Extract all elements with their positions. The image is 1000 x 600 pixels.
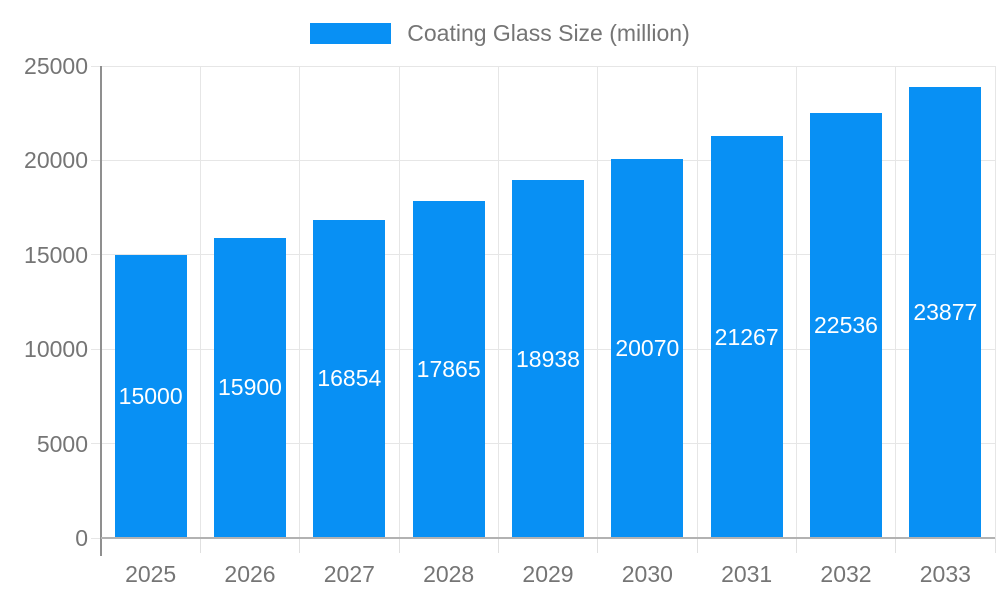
horizontal-gridline (101, 159, 995, 161)
x-axis-tick (994, 538, 996, 553)
bar-value-label: 21267 (714, 323, 779, 350)
legend[interactable]: Coating Glass Size (million) (0, 20, 1000, 47)
bar-value-label: 15000 (118, 382, 183, 409)
x-axis-tick-label: 2030 (621, 561, 673, 587)
bar-value-label: 16854 (317, 365, 382, 392)
x-axis-tick-label: 2032 (820, 561, 872, 587)
x-axis-tick (398, 538, 400, 553)
x-axis-tick (299, 538, 301, 553)
legend-swatch (310, 23, 392, 44)
bar[interactable]: 23877 (909, 87, 982, 538)
x-axis-tick (199, 538, 201, 553)
vertical-gridline (199, 66, 201, 538)
vertical-gridline (994, 66, 996, 538)
y-axis-tick (91, 65, 101, 67)
vertical-gridline (795, 66, 797, 538)
x-axis-tick-label: 2027 (323, 561, 375, 587)
bar-value-label: 18938 (516, 345, 580, 372)
x-axis-tick (696, 538, 698, 553)
vertical-gridline (398, 66, 400, 538)
y-axis-tick (91, 254, 101, 256)
bar-value-label: 15900 (218, 374, 282, 401)
bar[interactable]: 21267 (710, 136, 783, 538)
y-axis-tick (91, 159, 101, 161)
x-axis-tick-label: 2028 (423, 561, 475, 587)
plot-area: 15000 15900 16854 17865 18938 20070 21267 22536… (101, 65, 996, 538)
horizontal-gridline (101, 65, 995, 67)
x-axis-tick-label: 2026 (224, 561, 276, 587)
bar-value-label: 20070 (615, 335, 680, 362)
x-axis-tick (795, 538, 797, 553)
y-axis-tick-label: 15000 (24, 241, 88, 268)
y-axis-tick-label: 10000 (24, 336, 88, 363)
bar-value-label: 17865 (416, 355, 481, 382)
x-axis-line (101, 537, 995, 539)
y-axis-tick-label: 5000 (36, 430, 88, 457)
bar[interactable]: 17865 (412, 200, 485, 538)
vertical-gridline (497, 66, 499, 538)
y-axis-tick-label: 0 (75, 525, 88, 551)
bar[interactable]: 22536 (810, 112, 882, 538)
y-axis-tick (91, 443, 101, 445)
x-axis-tick-label: 2033 (919, 561, 971, 587)
y-axis-tick-label: 20000 (24, 147, 88, 174)
x-axis-tick (895, 538, 897, 553)
x-axis-tick-label: 2025 (125, 561, 177, 587)
vertical-gridline (895, 66, 897, 538)
bar[interactable]: 15000 (114, 254, 187, 538)
y-axis-tick (91, 348, 101, 350)
vertical-gridline (299, 66, 301, 538)
x-axis-tick (497, 538, 499, 553)
y-axis-tick (91, 537, 101, 539)
x-axis-tick-label: 2029 (522, 561, 574, 587)
x-axis-tick (597, 538, 599, 553)
bar-value-label: 22536 (814, 311, 878, 338)
y-axis-tick-label: 25000 (24, 53, 88, 79)
y-axis-line (100, 66, 102, 556)
bar[interactable]: 20070 (611, 159, 684, 538)
vertical-gridline (597, 66, 599, 538)
vertical-gridline (696, 66, 698, 538)
bar[interactable]: 16854 (313, 219, 386, 538)
legend-label: Coating Glass Size (million) (407, 20, 690, 46)
bar[interactable]: 18938 (512, 180, 584, 538)
x-axis-tick-label: 2031 (721, 561, 773, 587)
bar-value-label: 23877 (913, 299, 978, 326)
bar[interactable]: 15900 (214, 237, 286, 538)
